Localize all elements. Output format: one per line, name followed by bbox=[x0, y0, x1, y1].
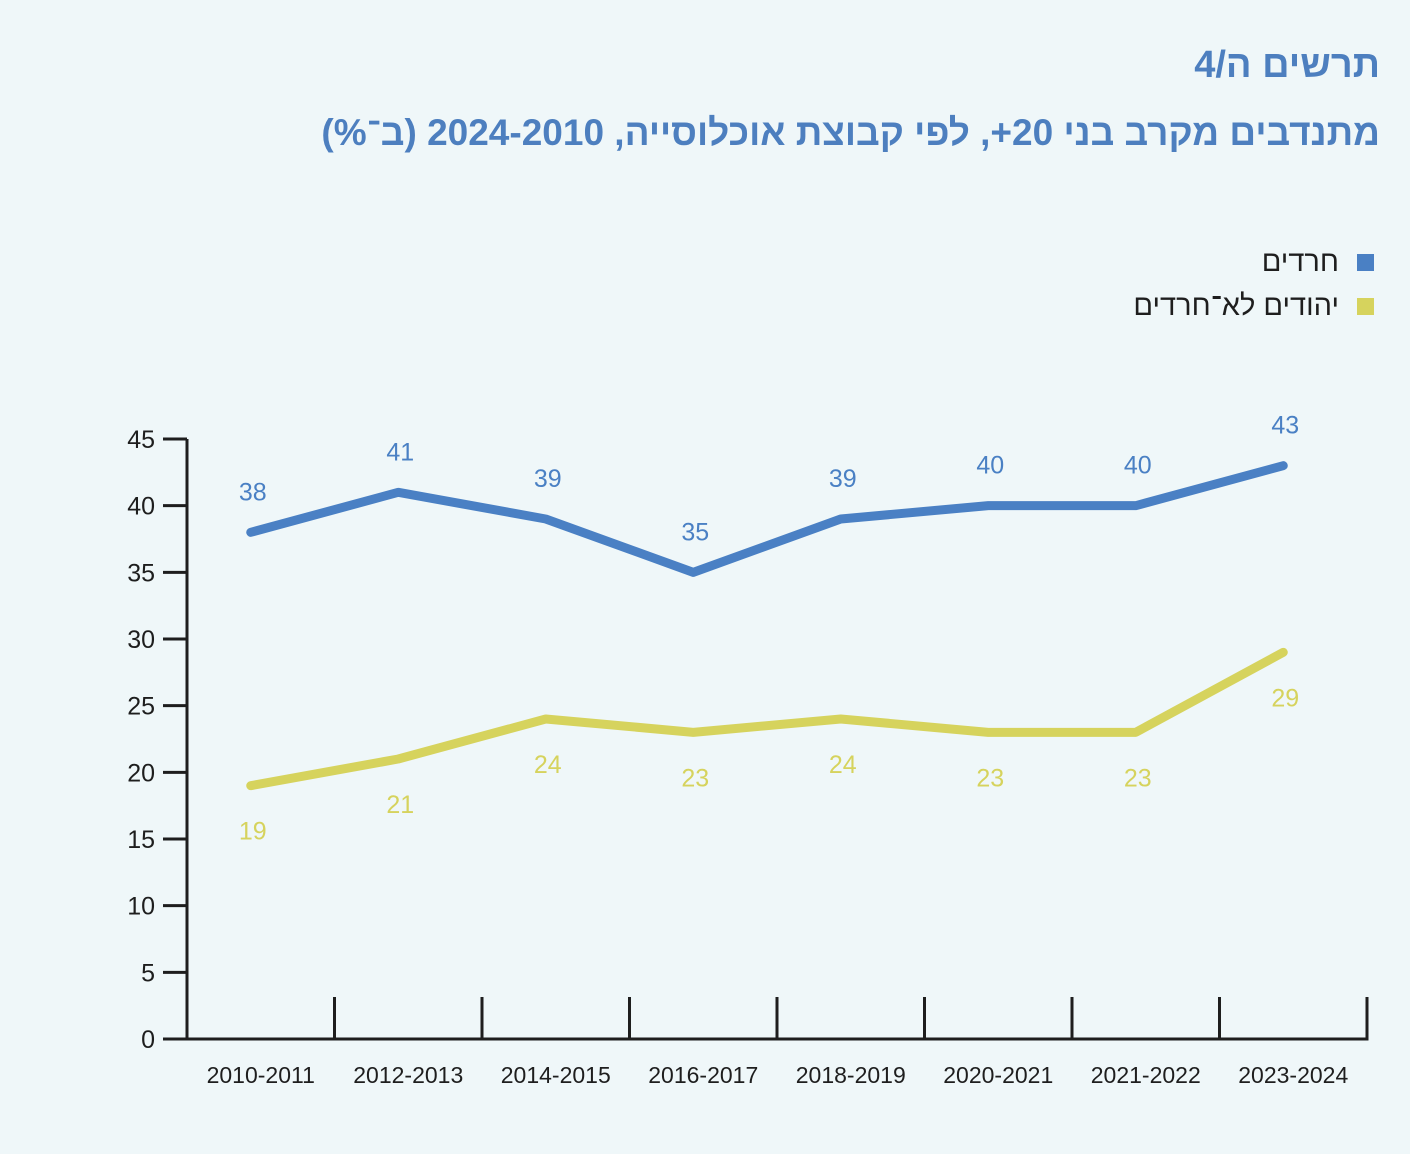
x-tick-label: 2016-2017 bbox=[648, 1062, 758, 1088]
data-label: 21 bbox=[386, 791, 414, 819]
chart-title: מתנדבים מקרב בני 20+, לפי קבוצת אוכלוסיי… bbox=[321, 112, 1380, 153]
x-tick-label: 2010-2011 bbox=[207, 1062, 315, 1088]
legend-item-non-haredi-jews: יהודים לא־חרדים bbox=[1133, 284, 1374, 328]
x-tick-label: 2023-2024 bbox=[1238, 1062, 1348, 1088]
series-group bbox=[246, 461, 1288, 791]
y-tick-label: 45 bbox=[127, 426, 155, 454]
x-tick-label: 2012-2013 bbox=[353, 1062, 463, 1088]
data-label: 41 bbox=[386, 438, 414, 466]
data-label: 23 bbox=[1124, 764, 1152, 792]
data-label: 35 bbox=[681, 518, 709, 546]
data-label: 40 bbox=[976, 452, 1004, 480]
data-label: 39 bbox=[829, 465, 857, 493]
x-tick-label: 2021-2022 bbox=[1091, 1062, 1201, 1088]
y-tick-label: 0 bbox=[141, 1026, 155, 1054]
data-label: 40 bbox=[1124, 452, 1152, 480]
y-tick-label: 30 bbox=[127, 626, 155, 654]
data-label: 23 bbox=[976, 764, 1004, 792]
y-tick-label: 40 bbox=[127, 493, 155, 521]
data-label: 43 bbox=[1271, 412, 1299, 440]
y-tick-label: 20 bbox=[127, 759, 155, 787]
y-tick-label: 5 bbox=[141, 959, 155, 987]
data-label: 39 bbox=[534, 465, 562, 493]
data-label: 24 bbox=[829, 751, 857, 779]
legend-swatch-non-haredi-icon bbox=[1357, 297, 1374, 315]
legend-item-haredim: חרדים bbox=[1133, 240, 1374, 284]
data-label: 24 bbox=[534, 751, 562, 779]
legend-label-haredim: חרדים bbox=[1261, 245, 1339, 278]
figure-number: תרשים ה/4 bbox=[1194, 44, 1380, 86]
legend-swatch-haredim-icon bbox=[1357, 253, 1374, 271]
data-label: 19 bbox=[239, 818, 267, 846]
series-line-non-haredi bbox=[246, 647, 1288, 791]
x-tick-label: 2018-2019 bbox=[796, 1062, 906, 1088]
y-tick-label: 10 bbox=[127, 893, 155, 921]
y-tick-label: 15 bbox=[127, 826, 155, 854]
y-tick-label: 25 bbox=[127, 693, 155, 721]
y-tick-label: 35 bbox=[127, 559, 155, 587]
series-line-haredim bbox=[246, 461, 1288, 577]
x-tick-label: 2020-2021 bbox=[943, 1062, 1053, 1088]
axes: 0 5 10 15 20 25 30 35 40 45 2010-2011 2012-2013 2014… bbox=[127, 426, 1369, 1088]
legend-label-non-haredi-jews: יהודים לא־חרדים bbox=[1133, 289, 1339, 322]
legend: חרדים יהודים לא־חרדים bbox=[1133, 240, 1374, 328]
data-label: 38 bbox=[239, 478, 267, 506]
data-label: 23 bbox=[681, 764, 709, 792]
data-label: 29 bbox=[1271, 684, 1299, 712]
x-tick-label: 2014-2015 bbox=[501, 1062, 611, 1088]
data-labels: 38 41 39 35 39 40 40 43 19 21 24 23 24 23 23 29 bbox=[239, 412, 1299, 846]
